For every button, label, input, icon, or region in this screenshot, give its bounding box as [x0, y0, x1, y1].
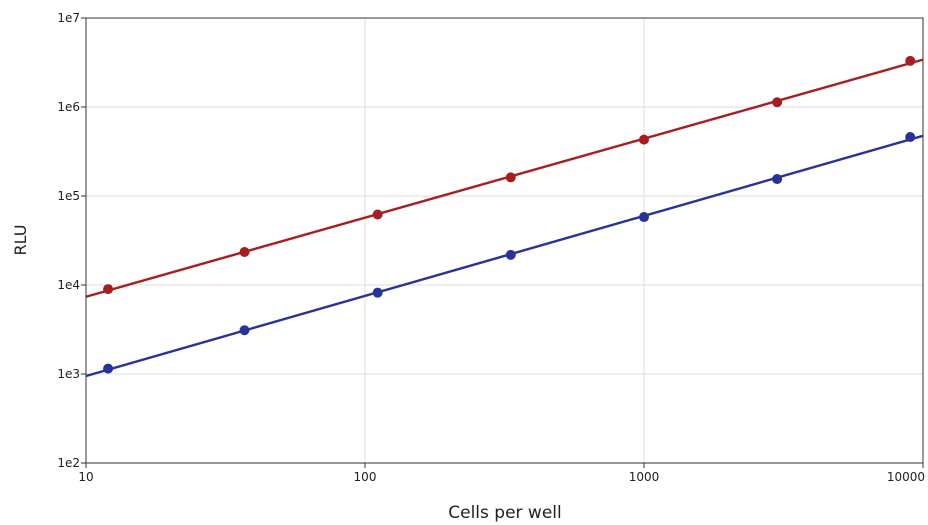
data-point-series-1	[505, 172, 516, 183]
y-tick-label: 1e6	[57, 100, 80, 114]
data-point-series-2	[239, 325, 250, 336]
grid	[86, 18, 923, 463]
data-point-series-2	[505, 249, 516, 260]
data-point-series-2	[639, 212, 649, 223]
fit-lines	[85, 58, 924, 378]
x-tick-label: 10	[78, 470, 93, 484]
data-point-series-2	[372, 287, 383, 298]
y-tick-label: 1e4	[57, 278, 80, 292]
plot-frame	[85, 17, 924, 464]
x-tick-label: 1000	[629, 470, 660, 484]
data-point-series-1	[239, 246, 250, 257]
data-point-series-1	[772, 97, 783, 108]
y-tick-label: 1e5	[57, 189, 80, 203]
fit-line-2	[85, 134, 924, 378]
x-axis-ticks: 10 100 1000 10000	[78, 463, 925, 484]
data-point-series-1	[103, 284, 114, 295]
y-axis-label: RLU	[11, 225, 30, 256]
data-point-series-1	[372, 209, 383, 220]
data-point-series-2	[772, 174, 783, 185]
fit-line-1	[85, 58, 924, 298]
y-tick-label: 1e7	[57, 11, 80, 25]
data-points	[103, 55, 916, 374]
data-point-series-1	[639, 134, 649, 145]
y-axis-ticks: 1e2 1e3 1e4 1e5 1e6 1e7	[57, 11, 86, 470]
plot-background	[86, 18, 923, 463]
x-tick-label: 100	[354, 470, 377, 484]
y-tick-label: 1e3	[57, 367, 80, 381]
y-tick-label: 1e2	[57, 456, 80, 470]
data-point-series-2	[905, 132, 916, 143]
x-axis-label: Cells per well	[448, 503, 562, 523]
data-point-series-1	[905, 55, 916, 66]
x-tick-label: 10000	[887, 470, 925, 484]
data-point-series-2	[103, 363, 114, 374]
